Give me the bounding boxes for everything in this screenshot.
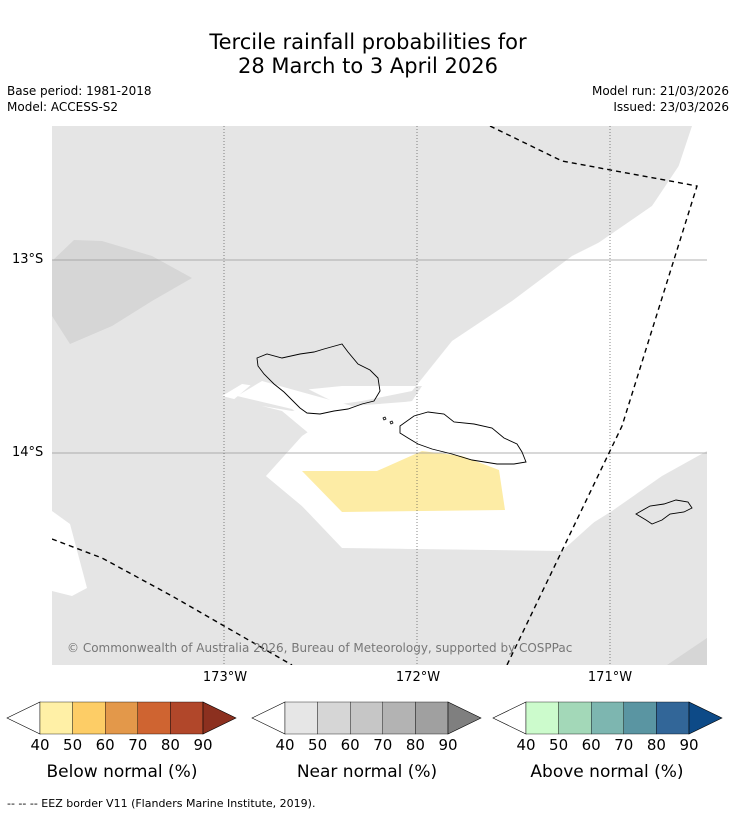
below-tick-60: 60: [95, 736, 115, 754]
near-tick-80: 80: [405, 736, 425, 754]
map-panel: [52, 126, 707, 665]
title-line-2: 28 March to 3 April 2026: [238, 54, 498, 78]
near-tick-40: 40: [275, 736, 295, 754]
near-normal-swatch-70: [382, 701, 416, 735]
near-normal-colorbar: [251, 701, 482, 735]
title-line-1: Tercile rainfall probabilities for: [209, 30, 527, 54]
meta-left: Base period: 1981-2018 Model: ACCESS-S2: [7, 83, 152, 115]
near-normal-swatch-80: [415, 701, 449, 735]
below-normal-colorbar: [6, 701, 237, 735]
legend-colorbars: [6, 701, 723, 735]
near-tick-60: 60: [340, 736, 360, 754]
lat-label-14s: 14°S: [12, 445, 44, 460]
no-signal-left-notch: [52, 511, 87, 596]
above-tick-90: 90: [679, 736, 699, 754]
near-normal-region-main: [52, 126, 707, 665]
below-normal-region: [302, 451, 505, 512]
eez-border-east: [489, 126, 698, 665]
below-normal-swatch-50: [72, 701, 106, 735]
below-normal-swatch-70: [137, 701, 171, 735]
islet-2: [389, 420, 394, 425]
lon-label-172w: 172°W: [395, 670, 441, 685]
above-tick-40: 40: [516, 736, 536, 754]
near-normal-region-50: [52, 240, 192, 344]
near-normal-swatch-50: [317, 701, 351, 735]
below-normal-high-arrow: [202, 701, 237, 735]
above-normal-high-arrow: [688, 701, 723, 735]
near-normal-low-arrow: [251, 701, 286, 735]
below-tick-70: 70: [128, 736, 148, 754]
lon-label-171w: 171°W: [587, 670, 633, 685]
savaii-island: [256, 343, 381, 415]
base-period: Base period: 1981-2018: [7, 84, 152, 98]
model-name: Model: ACCESS-S2: [7, 100, 119, 114]
lat-label-13s: 13°S: [12, 252, 44, 267]
above-normal-swatch-40: [525, 701, 559, 735]
above-normal-swatch-60: [591, 701, 625, 735]
map-svg: [52, 126, 707, 665]
map-title: Tercile rainfall probabilities for 28 Ma…: [0, 30, 736, 78]
upolu-island: [399, 411, 527, 465]
below-normal-swatch-60: [104, 701, 138, 735]
near-tick-50: 50: [308, 736, 328, 754]
no-signal-region: [237, 136, 707, 551]
above-tick-60: 60: [581, 736, 601, 754]
above-tick-80: 80: [646, 736, 666, 754]
near-normal-high-arrow: [447, 701, 482, 735]
above-normal-label: Above normal (%): [530, 762, 684, 782]
below-normal-low-arrow: [6, 701, 41, 735]
near-normal-swatch-40: [284, 701, 318, 735]
eez-border-west: [52, 538, 293, 665]
above-normal-swatch-80: [656, 701, 690, 735]
below-tick-80: 80: [160, 736, 180, 754]
below-normal-swatch-40: [39, 701, 73, 735]
near-tick-90: 90: [438, 736, 458, 754]
lon-label-173w: 173°W: [202, 670, 248, 685]
model-run: Model run: 21/03/2026: [591, 84, 729, 98]
near-normal-region-corner: [667, 638, 707, 665]
islet-1: [382, 416, 387, 421]
near-tick-70: 70: [373, 736, 393, 754]
near-normal-swatch-60: [350, 701, 384, 735]
below-tick-90: 90: [193, 736, 213, 754]
below-normal-swatch-80: [170, 701, 204, 735]
meta-right: Model run: 21/03/2026 Issued: 23/03/2026: [592, 83, 729, 115]
above-tick-50: 50: [549, 736, 569, 754]
eez-footnote: -- -- -- EEZ border V11 (Flanders Marine…: [7, 797, 316, 810]
below-normal-label: Below normal (%): [46, 762, 198, 782]
issued-date: Issued: 23/03/2026: [613, 100, 729, 114]
tutuila-island: [635, 499, 693, 525]
copyright-notice: © Commonwealth of Australia 2026, Bureau…: [67, 641, 573, 655]
above-normal-colorbar: [492, 701, 723, 735]
below-tick-40: 40: [30, 736, 50, 754]
below-tick-50: 50: [63, 736, 83, 754]
above-tick-70: 70: [614, 736, 634, 754]
above-normal-swatch-70: [623, 701, 657, 735]
above-normal-low-arrow: [492, 701, 527, 735]
above-normal-swatch-50: [558, 701, 592, 735]
near-normal-label: Near normal (%): [296, 762, 438, 782]
